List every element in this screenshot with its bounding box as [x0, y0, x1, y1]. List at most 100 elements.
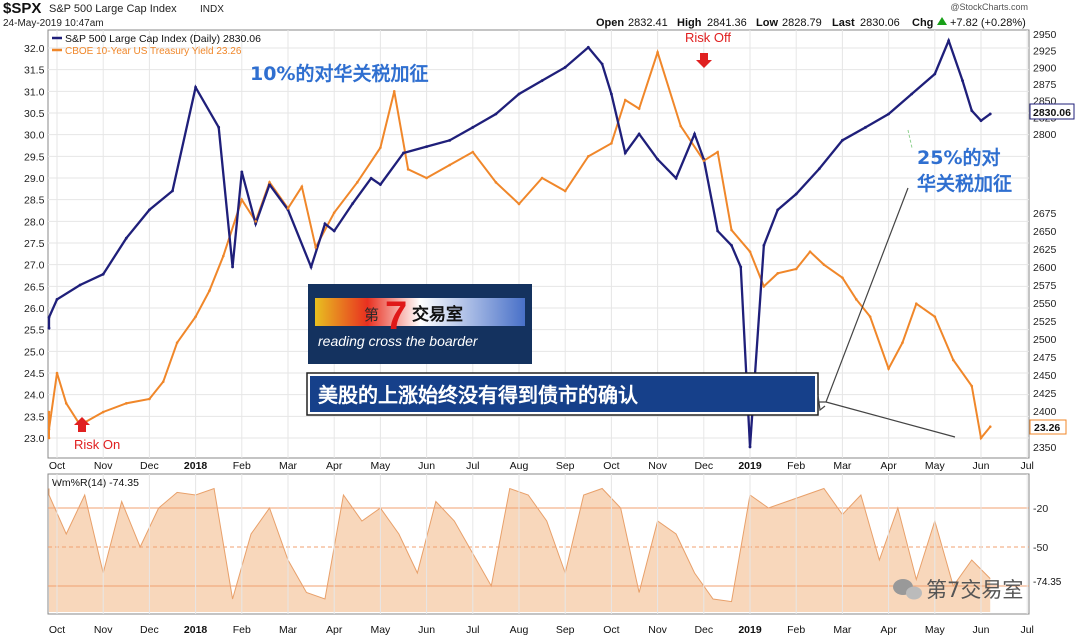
spx-point: [730, 244, 733, 247]
spx-point: [268, 183, 271, 186]
logo: 第 7 交易室 reading cross the boarder: [308, 284, 532, 364]
symbol-name: S&P 500 Large Cap Index: [49, 3, 177, 15]
series-line-spx: [47, 37, 991, 448]
spx-point: [887, 112, 890, 116]
left-tick-label: 29.5: [24, 151, 45, 163]
x-tick-label: Jun: [418, 624, 435, 636]
high-value: 2841.36: [707, 17, 747, 29]
last-badge-tnx-text: 23.26: [1034, 422, 1060, 434]
spx-point: [402, 151, 405, 155]
spx-point: [309, 265, 313, 269]
tnx-point: [356, 181, 359, 184]
logo-chars-room: 交易室: [412, 304, 463, 325]
spx-point: [979, 119, 983, 123]
spx-point: [540, 79, 544, 83]
left-tick-label: 31.5: [24, 65, 45, 77]
tnx-point: [268, 181, 271, 184]
x-tick-label: Jun: [418, 460, 435, 472]
tnx-point: [868, 315, 872, 318]
x-tick-label: 2018: [184, 460, 208, 472]
x-tick-label: Mar: [279, 624, 298, 636]
right-tick-label: 2500: [1033, 334, 1057, 346]
ohlc-readout: Open 2832.41 High 2841.36 Low 2828.79 La…: [596, 17, 1026, 29]
tnx-point: [125, 402, 128, 405]
x-axis-ticks-bottom: Oct Nov Dec 2018 Feb Mar Apr May Jun Jul Aug Sep Oct…: [49, 474, 1034, 636]
right-tick-label: 2550: [1033, 298, 1057, 310]
spx-point: [817, 167, 821, 171]
tnx-point: [951, 358, 955, 362]
tnx-point: [915, 302, 918, 305]
open-label: Open: [596, 17, 624, 29]
tnx-point: [776, 272, 780, 275]
spx-point: [240, 170, 244, 174]
symbol: $SPX: [3, 0, 41, 17]
tnx-point: [730, 228, 733, 232]
tnx-point: [901, 341, 904, 344]
tnx-point: [47, 410, 51, 414]
x-tick-label: May: [370, 624, 391, 636]
last-value: 2830.06: [860, 17, 900, 29]
left-tick-label: 32.0: [24, 43, 45, 55]
x-tick-label: Oct: [603, 624, 619, 636]
spx-point: [351, 202, 355, 205]
spx-point: [369, 176, 373, 180]
tnx-point: [425, 176, 428, 180]
tnx-point: [610, 142, 613, 145]
x-tick-label: Jul: [1020, 460, 1033, 472]
spx-point: [623, 151, 627, 155]
right-tick-label: 2950: [1033, 29, 1057, 41]
annotation-tariff-10: 10%的对华关税加征: [250, 62, 428, 85]
spx-point: [194, 85, 198, 89]
series-line-tnx: [48, 49, 992, 441]
tnx-point: [222, 254, 225, 258]
spx-point: [563, 65, 567, 69]
last-badge-wpr: -74.35: [1033, 577, 1062, 588]
tnx-point: [494, 181, 498, 184]
tnx-point: [656, 51, 659, 54]
right-tick-label: 2450: [1033, 370, 1057, 382]
spx-point: [101, 272, 105, 276]
exchange: INDX: [200, 4, 224, 15]
spx-point: [600, 62, 604, 66]
x-tick-label: May: [925, 460, 946, 472]
tnx-point: [794, 267, 798, 271]
x-tick-label: Nov: [94, 624, 113, 636]
x-tick-label: 2018: [184, 624, 208, 636]
left-tick-label: 26.0: [24, 303, 45, 315]
spx-point: [988, 112, 992, 116]
spx-point: [47, 316, 51, 319]
series-line-wpr: [48, 487, 991, 603]
tnx-point: [933, 315, 937, 318]
chg-value: +7.82 (+0.28%): [950, 17, 1026, 29]
spx-point: [748, 445, 752, 449]
main-panel-frame: [47, 29, 1030, 459]
logo-char-seven: 7: [385, 294, 407, 338]
left-tick-label: 28.5: [24, 195, 45, 207]
left-tick-label: 26.5: [24, 281, 45, 293]
spx-point: [47, 326, 51, 330]
last-badge-spx-text: 2830.06: [1033, 107, 1071, 119]
left-tick-label: 25.5: [24, 325, 45, 337]
spx-point: [762, 244, 766, 247]
spx-point: [656, 157, 659, 161]
spx-point: [693, 132, 696, 136]
tnx-point: [148, 397, 151, 401]
tnx-point: [448, 163, 452, 167]
tnx-point: [808, 250, 812, 253]
spx-point: [776, 208, 780, 212]
x-tick-label: Sep: [556, 624, 575, 636]
x-tick-label: Jul: [1020, 624, 1033, 636]
spx-point: [610, 92, 613, 96]
spx-point: [910, 92, 914, 96]
right-tick-label: 2650: [1033, 226, 1057, 238]
tnx-point: [379, 146, 382, 149]
annotation-tariff-25-line1: 25%的对: [917, 146, 1000, 169]
main-panel: 23.0 23.5 24.0 24.5 25.0 25.5 26.0 26.5 27.0 27.5…: [24, 29, 1075, 472]
tnx-point: [887, 367, 890, 370]
left-tick-label: 24.5: [24, 368, 45, 380]
x-tick-label: Dec: [140, 624, 159, 636]
spx-point: [637, 132, 641, 136]
tnx-point: [208, 289, 211, 292]
tnx-point: [854, 298, 858, 301]
